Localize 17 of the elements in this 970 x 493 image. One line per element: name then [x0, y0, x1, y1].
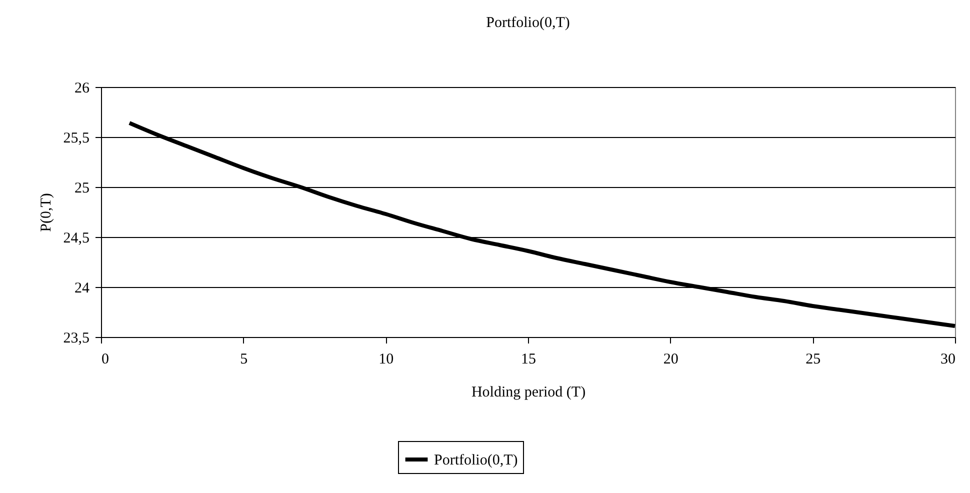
x-tick-label: 20 — [663, 352, 678, 368]
y-tick-label: 24 — [74, 280, 90, 296]
y-axis-title: P(0,T) — [38, 193, 54, 232]
x-axis-title: Holding period (T) — [471, 384, 586, 400]
y-tick-label: 24,5 — [63, 230, 90, 246]
legend-label: Portfolio(0,T) — [434, 452, 518, 468]
x-tick-label: 15 — [521, 352, 536, 368]
x-tick-label: 10 — [378, 352, 394, 368]
y-tick-label: 25 — [74, 180, 90, 196]
x-tick-label: 30 — [940, 352, 956, 368]
x-tick-label: 5 — [240, 352, 248, 368]
y-tick-label: 26 — [74, 80, 90, 96]
x-tick-label: 25 — [806, 352, 821, 368]
x-tick-label: 0 — [102, 352, 109, 368]
chart-title: Portfolio(0,T) — [486, 15, 570, 31]
y-tick-label: 25,5 — [63, 130, 90, 146]
y-tick-label: 23,5 — [63, 330, 90, 346]
